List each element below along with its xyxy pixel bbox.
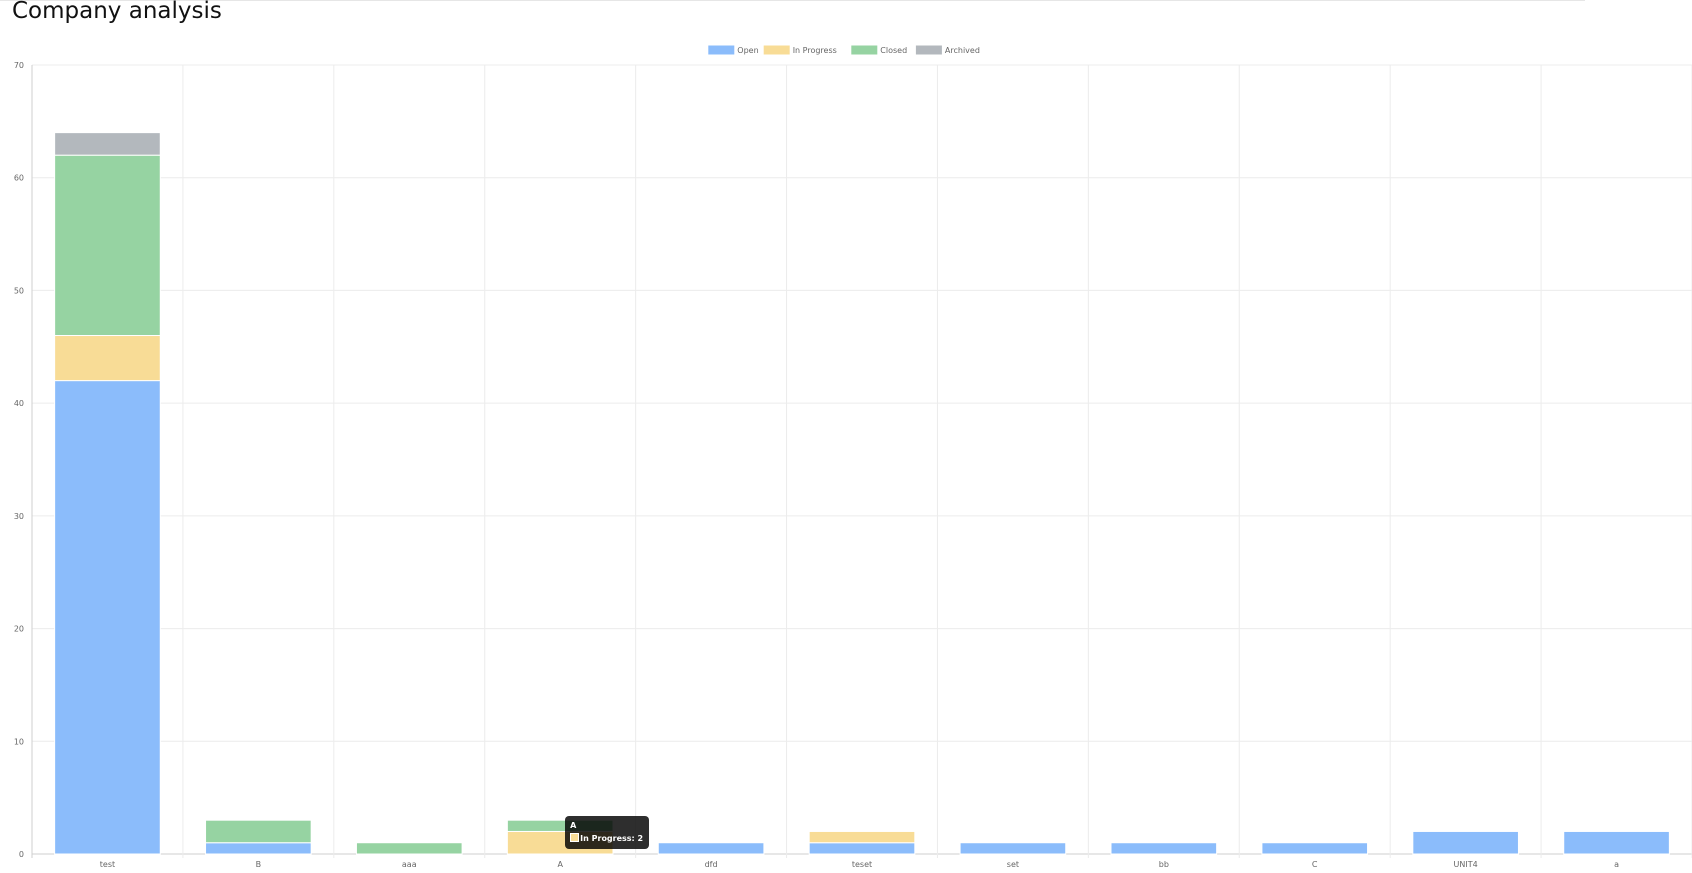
tooltip-label: In Progress: 2 xyxy=(580,834,644,843)
y-tick-label: 50 xyxy=(14,286,24,295)
bar-segment-open[interactable] xyxy=(1261,842,1369,855)
y-tick-label: 40 xyxy=(14,399,24,408)
x-tick-label: A xyxy=(557,860,563,869)
bar-segment-open[interactable] xyxy=(54,380,161,855)
tooltip-title: A xyxy=(570,821,577,830)
x-tick-label: dfd xyxy=(705,860,718,869)
legend-swatch-archived[interactable] xyxy=(915,45,942,55)
x-tick-label: C xyxy=(1312,860,1318,869)
bar-segment-open[interactable] xyxy=(808,842,916,855)
y-tick-label: 0 xyxy=(19,850,24,859)
chart-tooltip: A In Progress: 2 xyxy=(565,816,650,849)
bar-segment-open[interactable] xyxy=(205,842,312,855)
x-tick-label: bb xyxy=(1159,860,1169,869)
x-tick-label: test xyxy=(100,860,115,869)
legend-label-in-progress[interactable]: In Progress xyxy=(793,46,837,55)
bar-segment-closed[interactable] xyxy=(355,842,463,855)
x-tick-label: aaa xyxy=(402,860,417,869)
bar-segment-closed[interactable] xyxy=(54,154,161,337)
bar-segment-in-progress[interactable] xyxy=(54,335,161,382)
legend-label-archived[interactable]: Archived xyxy=(945,46,980,55)
x-tick-label: a xyxy=(1614,860,1619,869)
x-tick-label: UNIT4 xyxy=(1454,860,1478,869)
top-divider xyxy=(0,0,1585,1)
bar-segment-in-progress[interactable] xyxy=(808,830,916,844)
bar-segment-open[interactable] xyxy=(1412,830,1519,855)
y-tick-label: 30 xyxy=(14,512,24,521)
page-title: Company analysis xyxy=(12,0,222,24)
y-tick-label: 10 xyxy=(14,737,24,746)
tooltip-body: In Progress: 2 xyxy=(570,832,643,845)
x-tick-label: B xyxy=(256,860,262,869)
tooltip-color-swatch xyxy=(570,833,580,842)
bar-segment-closed[interactable] xyxy=(205,819,312,844)
bar-segment-open[interactable] xyxy=(657,842,765,855)
y-tick-label: 20 xyxy=(14,625,24,634)
bar-segment-open[interactable] xyxy=(1563,830,1670,855)
legend-label-open[interactable]: Open xyxy=(737,46,758,55)
y-tick-label: 70 xyxy=(14,61,24,70)
x-tick-label: teset xyxy=(852,860,872,869)
bar-segment-open[interactable] xyxy=(1110,842,1218,855)
bar-segment-archived[interactable] xyxy=(54,132,161,156)
legend-swatch-open[interactable] xyxy=(708,45,735,55)
x-tick-label: set xyxy=(1007,860,1019,869)
bar-segment-open[interactable] xyxy=(959,842,1067,855)
legend-swatch-closed[interactable] xyxy=(851,45,878,55)
legend-swatch-in-progress[interactable] xyxy=(763,45,790,55)
y-tick-label: 60 xyxy=(14,174,24,183)
legend-label-closed[interactable]: Closed xyxy=(880,46,907,55)
